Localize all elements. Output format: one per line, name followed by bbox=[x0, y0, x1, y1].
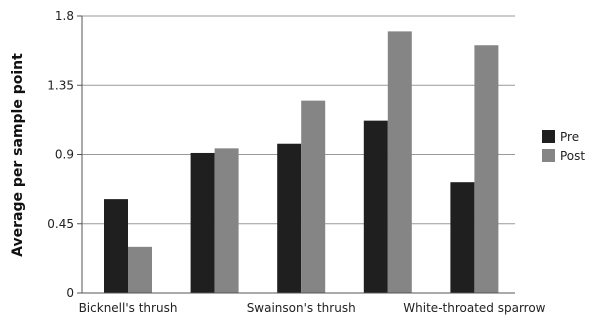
bar-post-0 bbox=[128, 246, 152, 293]
bar-pre-4 bbox=[450, 182, 475, 293]
x-tick-label: Swainson's thrush bbox=[247, 301, 356, 315]
bar-post-1 bbox=[214, 148, 239, 293]
y-tick-label: 0.9 bbox=[55, 148, 74, 162]
bar-post-2 bbox=[301, 100, 326, 293]
legend: Pre Post bbox=[542, 130, 585, 163]
axes: 0 0.45 0.9 1.35 1.8 Bicknell's thrush Swainson… bbox=[47, 9, 545, 315]
y-tick-label: 1.35 bbox=[47, 78, 74, 92]
bar-post-4 bbox=[474, 45, 499, 293]
legend-swatch-pre bbox=[542, 130, 555, 143]
y-axis-title: Average per sample point bbox=[10, 53, 26, 257]
legend-label-pre: Pre bbox=[560, 130, 579, 144]
y-tick-label: 1.8 bbox=[55, 9, 74, 23]
legend-swatch-post bbox=[542, 149, 555, 162]
x-tick-label: White-throated sparrow bbox=[403, 301, 545, 315]
y-tick-label: 0 bbox=[66, 286, 74, 300]
legend-label-post: Post bbox=[560, 149, 585, 163]
bar-pre-3 bbox=[363, 120, 388, 294]
bar-pre-0 bbox=[104, 199, 128, 293]
bars bbox=[104, 31, 499, 294]
bar-pre-2 bbox=[277, 143, 302, 293]
x-tick-label: Bicknell's thrush bbox=[79, 301, 178, 315]
bar-post-3 bbox=[387, 31, 412, 294]
bar-pre-1 bbox=[190, 152, 215, 293]
y-tick-label: 0.45 bbox=[47, 217, 74, 231]
